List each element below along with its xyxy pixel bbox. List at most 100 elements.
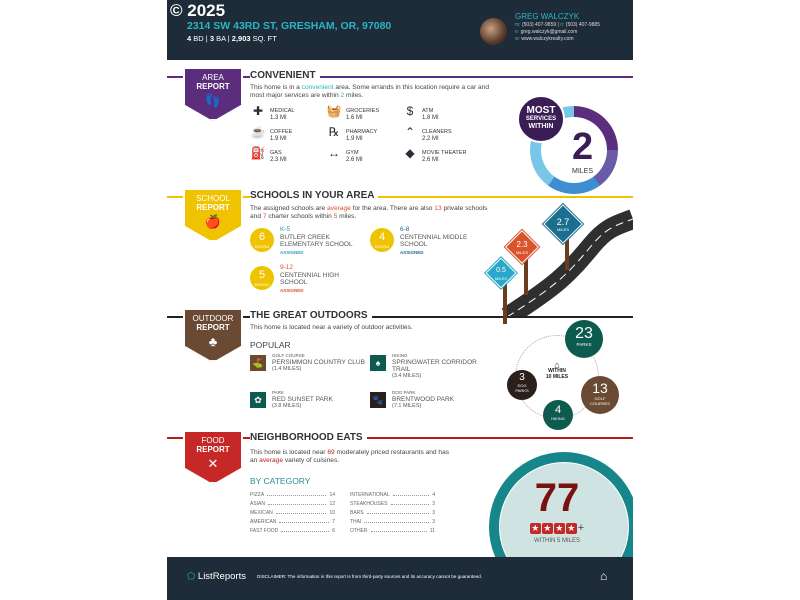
category-count: 10 <box>329 510 335 516</box>
sign-post <box>503 284 507 324</box>
sign-label: 2.3 MILES <box>515 240 528 256</box>
listreports-logo[interactable]: ⬠ ListReports <box>187 571 246 582</box>
food-description: This home is located near 69 moderately … <box>250 449 450 464</box>
service-distance: 1.9 MI <box>270 135 287 142</box>
service-label: COFFEE <box>270 129 293 135</box>
school-title: SCHOOLS IN YOUR AREA <box>250 190 379 201</box>
area-title: CONVENIENT <box>250 70 320 81</box>
food-category-row: STEAKHOUSES 3 <box>350 498 435 507</box>
service-distance: 2.6 MI <box>422 156 439 163</box>
agent-website[interactable]: www.walczykrealty.com <box>521 36 574 42</box>
service-distance: 2.2 MI <box>422 135 439 142</box>
school-item: K-5 BUTLER CREEK ELEMENTARY SCHOOL ASSIGNE… <box>280 226 368 256</box>
star-icon: ★ <box>565 523 577 534</box>
logo-icon: ⬠ <box>187 571 196 582</box>
apple-book-icon: 🍎 <box>204 214 222 229</box>
category-count: 12 <box>329 501 335 507</box>
restaurant-radius: WITHIN 5 MILES <box>533 538 580 544</box>
school-item: 9-12 CENTENNIAL HIGH SCHOOL ASSIGNED <box>280 264 368 294</box>
place-name: BRENTWOOD PARK <box>392 396 454 403</box>
agent-phones: m: (503) 407-9859 | o: (503) 407-9885 <box>515 22 600 28</box>
food-report-badge: FOOD REPORT ✕ <box>183 430 243 484</box>
tree-icon: ♣ <box>208 334 218 349</box>
basket-icon: 🧺 <box>326 104 342 118</box>
agent-email-line: e: greg.walczyk@gmail.com <box>515 29 577 35</box>
outdoor-item[interactable]: ♠ HIKING SPRINGWATER CORRIDOR TRAIL (3.4 MI… <box>370 352 485 380</box>
outdoor-center: ⌂ WITHIN 10 MILES <box>537 361 577 381</box>
fork-spoon-icon: ✕ <box>207 456 219 471</box>
rating-badge: 4 RATING <box>370 228 394 252</box>
service-item: ✚ MEDICAL 1.3 MI <box>250 105 294 121</box>
category-name: ASIAN <box>250 501 266 507</box>
sqft: 2,903 <box>231 34 251 43</box>
outdoor-description: This home is located near a variety of o… <box>250 324 413 331</box>
service-item: ⛽ GAS 2.3 MI <box>250 147 287 163</box>
school-name[interactable]: BUTLER CREEK ELEMENTARY SCHOOL <box>280 233 353 249</box>
school-name[interactable]: CENTENNIAL HIGH SCHOOL <box>280 271 339 287</box>
service-label: PHARMACY <box>346 129 378 135</box>
agent-office[interactable]: (503) 407-9885 <box>565 22 600 28</box>
assigned-status: ASSIGNED <box>280 249 304 255</box>
grade-level: K-5 <box>280 226 291 233</box>
service-distance: 2.6 MI <box>346 156 363 163</box>
school-name[interactable]: CENTENNIAL MIDDLE SCHOOL <box>400 233 468 249</box>
activity-type: DOG PARK <box>392 390 416 395</box>
category-count: 3 <box>432 510 435 516</box>
place-distance: (3.8 MILES) <box>272 403 302 409</box>
category-name: PIZZA <box>250 492 265 498</box>
food-category-row: AMERICAN 7 <box>250 516 335 525</box>
area-report-badge: AREA REPORT 👣 <box>183 67 243 121</box>
agent-web-line: w: www.walczykrealty.com <box>515 36 574 42</box>
school-description: The assigned schools are average for the… <box>250 205 488 220</box>
outdoor-item[interactable]: ⛳ GOLF COURSE PERSIMMON COUNTRY CLUB (1.4 M… <box>250 352 365 373</box>
category-count: 6 <box>332 528 335 534</box>
food-category-row: THAI 3 <box>350 516 435 525</box>
outdoor-item[interactable]: ✿ PARK RED SUNSET PARK (3.8 MILES) <box>250 389 365 410</box>
email-label: e: <box>515 29 520 35</box>
category-name: AMERICAN <box>250 519 277 525</box>
outdoor-title: THE GREAT OUTDOORS <box>250 310 372 321</box>
service-label: ATM <box>422 108 434 114</box>
service-label: MOVIE THEATER <box>422 150 467 156</box>
pharmacy-icon: ℞ <box>328 125 340 139</box>
road-graphic <box>501 209 633 317</box>
dog-parks-count: 3 DOG PARKS <box>507 370 537 400</box>
activity-type: GOLF COURSE <box>272 353 305 358</box>
services-miles-unit: MILES <box>572 168 594 175</box>
agent-email[interactable]: greg.walczyk@gmail.com <box>520 29 578 35</box>
service-label: GYM <box>346 150 359 156</box>
dumbbell-icon: ↔ <box>328 146 340 160</box>
star-rating: ★ ★ ★ ★ + <box>489 522 625 534</box>
equal-housing-icon: ⌂ <box>600 569 608 583</box>
food-category-row: INTERNATIONAL 4 <box>350 489 435 498</box>
assigned-status: ASSIGNED <box>280 287 304 293</box>
footer: ⬠ ListReports DISCLAIMER: The informatio… <box>167 557 633 600</box>
hanger-icon: ⌃ <box>404 125 416 139</box>
service-distance: 1.6 MI <box>346 114 363 121</box>
services-ring: 2 MILES <box>530 106 618 194</box>
park-icon: ✿ <box>250 392 266 408</box>
service-distance: 1.9 MI <box>346 135 363 142</box>
baths: 3 <box>209 34 214 43</box>
place-distance: (3.4 MILES) <box>392 373 422 379</box>
food-category-row: MEXICAN 10 <box>250 507 335 516</box>
activity-type: PARK <box>272 390 284 395</box>
agent-mobile[interactable]: (503) 407-9859 <box>521 22 557 28</box>
by-category-heading: BY CATEGORY <box>250 476 311 486</box>
office-label: o: <box>560 22 565 28</box>
service-item: ⌃ CLEANERS 2.2 MI <box>402 125 452 142</box>
header: © 2025 2314 SW 43RD ST, GRESHAM, OR, 970… <box>167 0 633 60</box>
food-category-row: OTHER 11 <box>350 525 435 534</box>
sqft-label: SQ. FT <box>252 34 277 43</box>
category-name: FAST FOOD <box>250 528 279 534</box>
place-name: SPRINGWATER CORRIDOR TRAIL <box>392 359 477 373</box>
service-item: ↔ GYM 2.6 MI <box>326 146 363 163</box>
star-icon: ★ <box>529 523 541 534</box>
school-divider <box>167 196 633 198</box>
service-label: CLEANERS <box>422 129 452 135</box>
ticket-icon: ◆ <box>405 146 415 160</box>
badge-label: FOOD REPORT <box>196 436 230 454</box>
category-name: OTHER <box>350 528 368 534</box>
category-name: MEXICAN <box>250 510 273 516</box>
outdoor-item[interactable]: 🐾 DOG PARK BRENTWOOD PARK (7.1 MILES) <box>370 389 485 410</box>
